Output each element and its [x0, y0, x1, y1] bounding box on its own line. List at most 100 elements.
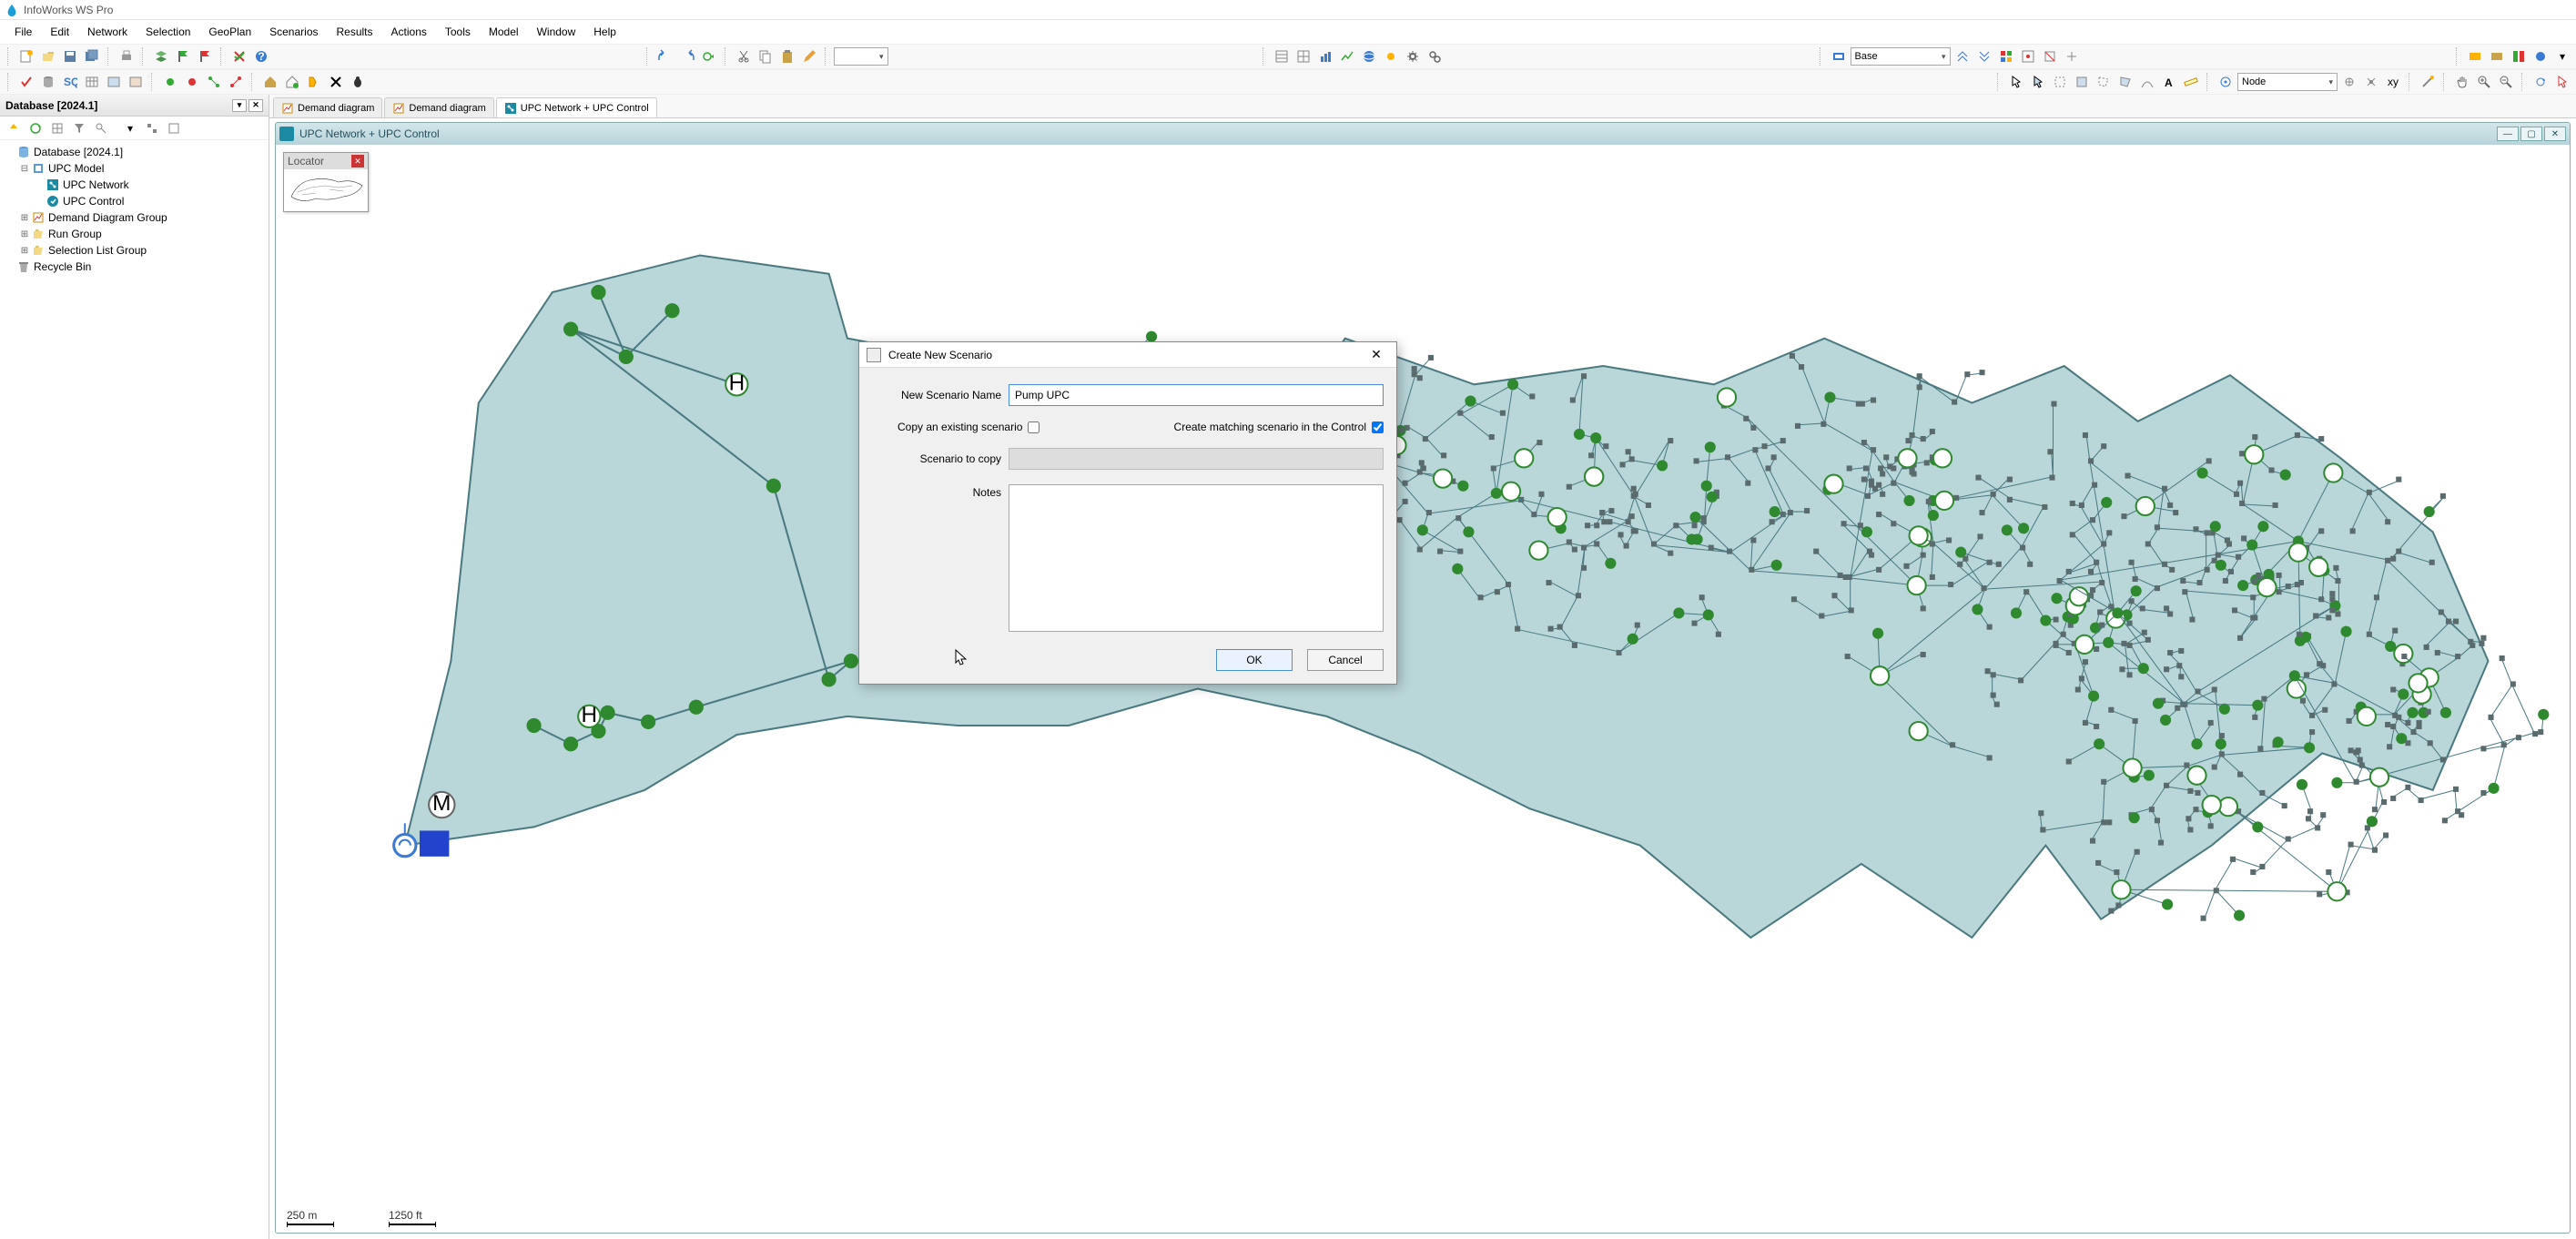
tb-pointer-icon[interactable]: [2006, 72, 2026, 92]
tree-item-demand-diagram-group[interactable]: ⊞Demand Diagram Group: [2, 209, 267, 226]
tb-undo-dd-icon[interactable]: [699, 46, 719, 66]
tb-save-icon[interactable]: [60, 46, 80, 66]
network-map[interactable]: HHM: [276, 145, 2570, 1233]
tb-home-icon[interactable]: [260, 72, 280, 92]
tb-pan-icon[interactable]: [2452, 72, 2472, 92]
tb-n1-icon[interactable]: [2339, 72, 2359, 92]
tree-item-upc-network[interactable]: UPC Network: [2, 177, 267, 193]
tb-paste-icon[interactable]: [777, 46, 797, 66]
panel-close-icon[interactable]: ✕: [248, 99, 263, 112]
mdi-close-icon[interactable]: ✕: [2544, 127, 2566, 141]
mdi-max-icon[interactable]: ▢: [2520, 127, 2542, 141]
tb-poly-icon[interactable]: [304, 72, 324, 92]
tb-bug-icon[interactable]: [348, 72, 368, 92]
tb-delete-icon[interactable]: [326, 72, 346, 92]
tb-link2-icon[interactable]: [226, 72, 246, 92]
tb-r5-icon[interactable]: ▾: [2552, 46, 2572, 66]
tb-r3-icon[interactable]: [2509, 46, 2529, 66]
db-i2-icon[interactable]: [164, 118, 184, 138]
copy-existing-checkbox[interactable]: [1028, 421, 1040, 433]
db-dd-icon[interactable]: ▾: [120, 118, 140, 138]
tb-selpoly-icon[interactable]: [2094, 72, 2114, 92]
tree-item-upc-control[interactable]: UPC Control: [2, 193, 267, 209]
tb-zoomin-icon[interactable]: [2474, 72, 2494, 92]
menu-file[interactable]: File: [5, 23, 41, 41]
tb-sc1-icon[interactable]: [1952, 46, 1973, 66]
doc-tab[interactable]: Demand diagram: [273, 97, 382, 117]
tb-check-icon[interactable]: [16, 72, 36, 92]
tb-sun-icon[interactable]: [1381, 46, 1401, 66]
tb-sc5-icon[interactable]: [2040, 46, 2060, 66]
tb-sql-icon[interactable]: SQL: [60, 72, 80, 92]
tb-sc3-icon[interactable]: [1996, 46, 2016, 66]
tree-item-upc-model[interactable]: ⊟UPC Model: [2, 160, 267, 177]
tb-home2-icon[interactable]: [282, 72, 302, 92]
doc-tab[interactable]: UPC Network + UPC Control: [496, 97, 657, 117]
tb-n2-icon[interactable]: [2361, 72, 2381, 92]
object-type-combo[interactable]: Node: [2237, 73, 2338, 91]
dialog-close-icon[interactable]: ✕: [1364, 346, 1389, 364]
menu-help[interactable]: Help: [584, 23, 625, 41]
db-i1-icon[interactable]: [142, 118, 162, 138]
tb-redo-icon[interactable]: [677, 46, 697, 66]
tb-grid2-icon[interactable]: [1293, 46, 1313, 66]
doc-tab[interactable]: Demand diagram: [384, 97, 493, 117]
tb-cut-icon[interactable]: [734, 46, 754, 66]
mdi-titlebar[interactable]: UPC Network + UPC Control — ▢ ✕: [276, 123, 2570, 145]
tree-item-recycle-bin[interactable]: Recycle Bin: [2, 259, 267, 275]
db-refresh-icon[interactable]: [25, 118, 46, 138]
tb-r4-icon[interactable]: [2530, 46, 2551, 66]
menu-scenarios[interactable]: Scenarios: [260, 23, 327, 41]
tb-table2-icon[interactable]: [104, 72, 124, 92]
tb-globe-icon[interactable]: [1359, 46, 1379, 66]
tb-saveall-icon[interactable]: [82, 46, 102, 66]
tb-selpoly2-icon[interactable]: [2115, 72, 2135, 92]
locator-panel[interactable]: Locator ✕: [283, 152, 369, 212]
tb-selpath-icon[interactable]: [2137, 72, 2157, 92]
tb-grid1-icon[interactable]: [1272, 46, 1292, 66]
menu-network[interactable]: Network: [78, 23, 137, 41]
tb-r2-icon[interactable]: [2487, 46, 2507, 66]
tb-help-icon[interactable]: ?: [251, 46, 271, 66]
scenario-name-input[interactable]: [1009, 384, 1384, 406]
menu-geoplan[interactable]: GeoPlan: [199, 23, 260, 41]
tb-chart2-icon[interactable]: [1337, 46, 1357, 66]
tree-item-database-2024-1-[interactable]: Database [2024.1]: [2, 144, 267, 160]
locator-map[interactable]: [284, 169, 368, 211]
tb-sc4-icon[interactable]: [2018, 46, 2038, 66]
menu-edit[interactable]: Edit: [41, 23, 78, 41]
panel-pin-icon[interactable]: ▾: [232, 99, 247, 112]
tb-scenario-icon[interactable]: [1829, 46, 1849, 66]
tb-sc2-icon[interactable]: [1974, 46, 1994, 66]
tb-flag-green-icon[interactable]: [173, 46, 193, 66]
tb-r1-icon[interactable]: [2465, 46, 2485, 66]
dialog-titlebar[interactable]: Create New Scenario ✕: [859, 342, 1396, 368]
tb-zoomout-icon[interactable]: [2496, 72, 2516, 92]
tb-db-icon[interactable]: [38, 72, 58, 92]
tb-validate-icon[interactable]: [229, 46, 249, 66]
menu-actions[interactable]: Actions: [382, 23, 436, 41]
scenario-combo[interactable]: Base: [1851, 47, 1951, 66]
tb-selrect2-icon[interactable]: [2072, 72, 2092, 92]
db-up-icon[interactable]: [4, 118, 24, 138]
tb-text-icon[interactable]: A: [2159, 72, 2179, 92]
tb-new-icon[interactable]: [16, 46, 36, 66]
map-area[interactable]: Locator ✕: [276, 145, 2570, 1233]
tb-gear-icon[interactable]: [1403, 46, 1423, 66]
db-find-icon[interactable]: [91, 118, 111, 138]
mdi-min-icon[interactable]: —: [2497, 127, 2519, 141]
tb-gear2-icon[interactable]: [1425, 46, 1445, 66]
tb-refresh-icon[interactable]: [2530, 72, 2551, 92]
menu-results[interactable]: Results: [328, 23, 382, 41]
tb-chart1-icon[interactable]: [1315, 46, 1335, 66]
tb-n3-icon[interactable]: xy: [2383, 72, 2403, 92]
menu-window[interactable]: Window: [528, 23, 585, 41]
db-filter-icon[interactable]: [69, 118, 89, 138]
tb-ruler-icon[interactable]: [2181, 72, 2201, 92]
tb-undo-icon[interactable]: [655, 46, 675, 66]
tb-print-icon[interactable]: [117, 46, 137, 66]
tree-item-selection-list-group[interactable]: ⊞Selection List Group: [2, 242, 267, 259]
tb-pointer2-icon[interactable]: [2028, 72, 2048, 92]
db-grid-icon[interactable]: [47, 118, 67, 138]
ok-button[interactable]: OK: [1216, 649, 1293, 671]
